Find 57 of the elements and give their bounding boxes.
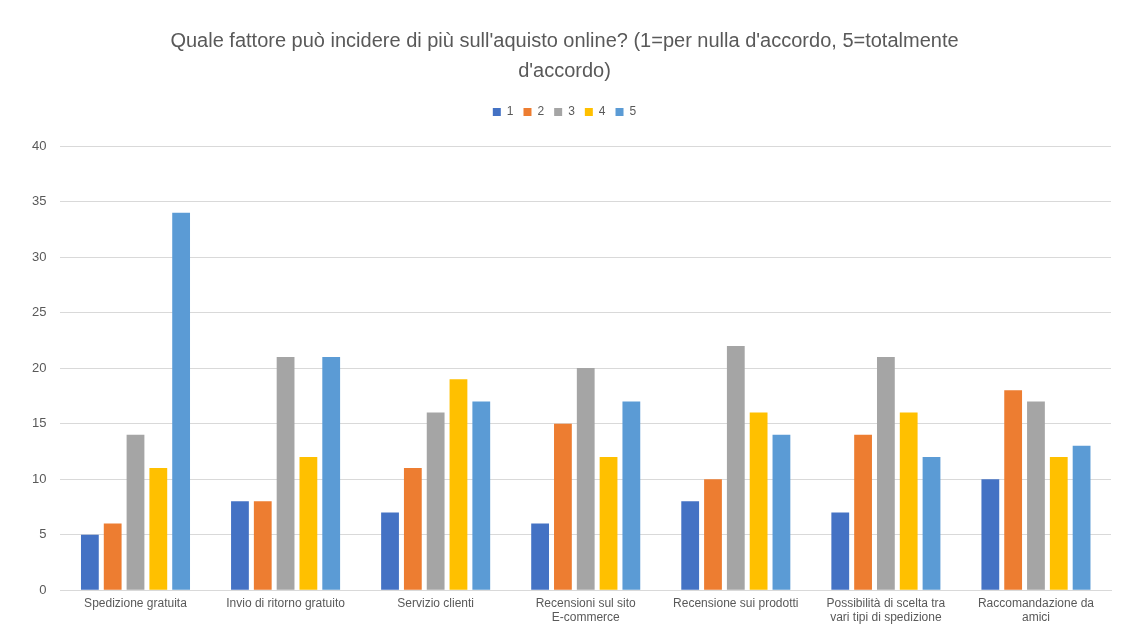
bar (449, 379, 468, 590)
legend-label: 2 (537, 104, 545, 119)
x-tick-label: Recensione sui prodotti (673, 595, 799, 610)
x-tick-label: Spedizione gratuita (84, 595, 188, 610)
bar (622, 401, 641, 590)
bar (276, 357, 295, 590)
bar (231, 501, 249, 590)
bar (1049, 456, 1068, 590)
bar (172, 212, 191, 590)
bar (704, 479, 722, 590)
bar (472, 401, 491, 590)
bar (299, 456, 318, 590)
y-tick-label: 10 (31, 470, 47, 486)
bar (772, 434, 791, 590)
bar (749, 412, 768, 590)
legend-label: 3 (568, 104, 576, 119)
bar (80, 534, 99, 590)
bar (149, 468, 168, 590)
bar (103, 523, 122, 590)
bar (531, 523, 549, 590)
bar (1027, 401, 1045, 590)
x-tick-label: Invio di ritorno gratuito (226, 595, 346, 610)
y-tick-label: 5 (39, 526, 47, 542)
y-tick-label: 0 (39, 581, 47, 597)
y-tick-label: 20 (31, 359, 47, 375)
bar (403, 468, 422, 590)
bar (322, 357, 341, 590)
y-tick-label: 15 (31, 415, 47, 431)
bar (381, 512, 399, 590)
bar (554, 423, 572, 590)
y-tick-label: 40 (31, 137, 47, 153)
bar (681, 501, 700, 590)
x-tick-label: Servizio clienti (397, 595, 474, 610)
bar (1072, 445, 1091, 590)
chart-title: Quale fattore può incidere di più sull'aquisto online? (1=per nulla d'accordo, 5=totalmente d'accordo) (170, 28, 959, 81)
legend-label: 1 (506, 104, 514, 119)
bar (253, 501, 272, 590)
bar (426, 412, 445, 590)
bar (576, 368, 595, 590)
bar (1004, 390, 1023, 590)
y-tick-label: 25 (31, 304, 47, 320)
bar (981, 479, 1000, 590)
bar (899, 412, 918, 590)
x-tick-label: Recensioni sul sito E-commerce (535, 595, 637, 625)
x-tick-label: Possibilità di scelta tra vari tipi di spedizione (826, 595, 946, 625)
legend-label: 4 (598, 104, 606, 119)
bar (599, 456, 618, 590)
bar (726, 345, 745, 590)
x-tick-label: Raccomandazione da amici (977, 595, 1095, 625)
legend-label: 5 (629, 104, 637, 119)
y-tick-label: 30 (31, 248, 47, 264)
bar (126, 434, 145, 590)
bar (876, 357, 895, 590)
bar (854, 434, 872, 590)
bar (922, 456, 941, 590)
y-tick-label: 35 (31, 193, 47, 209)
bar (831, 512, 850, 590)
